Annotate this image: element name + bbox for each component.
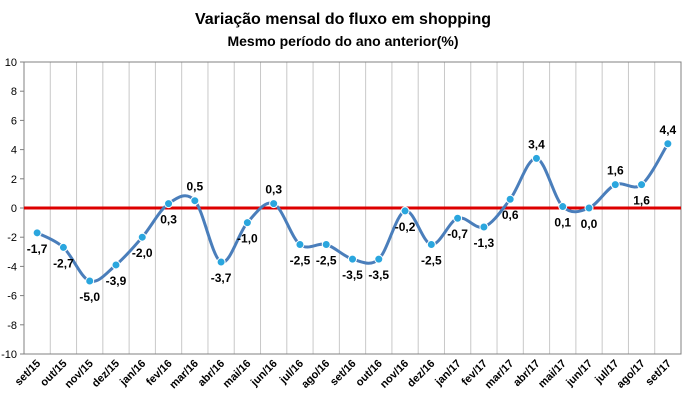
data-label: 1,6 [607, 164, 624, 178]
y-tick-label: 6 [11, 115, 17, 127]
data-label: -3,7 [211, 271, 232, 285]
data-label: -2,5 [290, 254, 311, 268]
x-tick-label: ago/17 [615, 358, 648, 391]
data-label: -2,5 [421, 254, 442, 268]
data-point [33, 229, 41, 237]
data-point [138, 233, 146, 241]
data-label: -3,5 [368, 268, 389, 282]
data-point [112, 261, 120, 269]
data-point [559, 203, 567, 211]
data-labels: -1,7 -2,7 -5,0 -3,9 -2,0 0,3 0,5 -3,7 -1,0 0,3 -2,… [27, 123, 677, 304]
x-tick-label: mar/16 [167, 358, 201, 392]
y-tick-label: -6 [7, 291, 17, 303]
data-point [401, 207, 409, 215]
data-point [611, 181, 619, 189]
data-label: 0,3 [160, 213, 177, 227]
data-point [243, 219, 251, 227]
data-label: 0,1 [554, 216, 571, 230]
x-tick-label: mai/17 [536, 358, 569, 391]
x-tick-label: nov/16 [378, 358, 411, 391]
data-point [217, 258, 225, 266]
data-label: -2,7 [53, 256, 74, 270]
y-tick-label: 4 [11, 145, 17, 157]
x-axis-ticks: set/15out/15nov/15dez/15jan/16fev/16mar/… [13, 358, 674, 392]
data-point [638, 181, 646, 189]
data-label: -0,2 [395, 220, 416, 234]
data-label: 0,0 [581, 217, 598, 231]
data-label: 1,6 [633, 194, 650, 208]
data-point [191, 197, 199, 205]
data-point [664, 140, 672, 148]
x-tick-label: jun/17 [563, 358, 595, 390]
x-tick-label: set/15 [13, 358, 44, 389]
x-tick-label: set/17 [643, 358, 674, 389]
data-point [165, 200, 173, 208]
y-tick-label: -8 [7, 320, 17, 332]
data-point [506, 195, 514, 203]
data-point [59, 243, 67, 251]
x-tick-label: mar/17 [483, 358, 517, 392]
x-tick-label: jun/16 [248, 358, 280, 390]
chart-subtitle: Mesmo período do ano anterior(%) [227, 33, 458, 49]
y-tick-label: -2 [7, 232, 17, 244]
data-label: 4,4 [660, 123, 677, 137]
chart-title: Variação mensal do fluxo em shopping [195, 11, 491, 28]
data-point [322, 241, 330, 249]
data-point [270, 200, 278, 208]
y-tick-label: 10 [5, 57, 17, 69]
y-tick-label: 8 [11, 86, 17, 98]
x-tick-label: jan/17 [432, 358, 463, 389]
data-label: -0,7 [447, 227, 468, 241]
data-label: -3,5 [342, 268, 363, 282]
data-point [454, 214, 462, 222]
x-tick-label: nov/15 [63, 358, 96, 391]
data-label: -1,0 [237, 232, 258, 246]
data-label: -2,0 [132, 246, 153, 260]
y-tick-label: -10 [1, 349, 17, 361]
y-axis-ticks: 10 8 6 4 2 0 -2 -4 -6 -8 -10 [1, 57, 24, 361]
x-tick-label: set/16 [328, 358, 359, 389]
data-point [532, 154, 540, 162]
x-tick-label: ago/16 [299, 358, 332, 391]
data-label: 0,3 [265, 183, 282, 197]
data-label: -3,9 [106, 274, 127, 288]
data-point [375, 255, 383, 263]
data-point [480, 223, 488, 231]
x-tick-label: dez/15 [90, 358, 122, 390]
x-tick-label: mai/16 [221, 358, 254, 391]
data-point [349, 255, 357, 263]
y-tick-label: 0 [11, 203, 17, 215]
data-label: 3,4 [528, 137, 545, 151]
data-label: -2,5 [316, 254, 337, 268]
data-label: 0,5 [186, 180, 203, 194]
x-tick-label: jan/16 [117, 358, 148, 389]
data-label: 0,6 [502, 208, 519, 222]
y-tick-label: 2 [11, 174, 17, 186]
data-label: -5,0 [79, 290, 100, 304]
data-point [296, 241, 304, 249]
data-point [585, 204, 593, 212]
data-point [86, 277, 94, 285]
y-tick-label: -4 [7, 261, 17, 273]
axes [24, 62, 681, 354]
data-label: -1,7 [27, 242, 48, 256]
x-tick-label: dez/16 [405, 358, 437, 390]
data-label: -1,3 [474, 236, 495, 250]
data-point [427, 241, 435, 249]
